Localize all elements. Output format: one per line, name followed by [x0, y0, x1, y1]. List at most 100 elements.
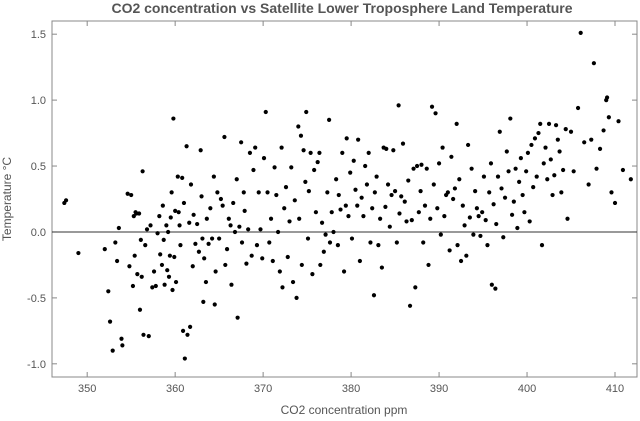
data-point — [501, 235, 506, 240]
data-point — [253, 145, 258, 150]
data-point — [113, 240, 118, 245]
data-point — [335, 243, 341, 248]
data-point — [274, 192, 279, 198]
data-point — [270, 258, 275, 264]
data-point — [114, 258, 120, 264]
data-point — [151, 269, 157, 274]
data-point — [135, 272, 140, 277]
data-point — [303, 179, 308, 184]
data-point — [374, 174, 379, 179]
data-point — [279, 145, 284, 150]
data-point — [140, 169, 145, 174]
data-point — [246, 227, 251, 232]
data-point — [231, 200, 236, 206]
data-point — [418, 188, 423, 194]
data-point — [396, 103, 401, 108]
data-point — [277, 269, 282, 274]
data-point — [244, 261, 249, 266]
data-point — [462, 223, 467, 228]
data-point — [589, 137, 594, 142]
data-point — [251, 167, 256, 173]
data-point — [364, 182, 370, 187]
data-point — [310, 272, 315, 277]
data-point — [416, 210, 421, 215]
data-point — [409, 217, 414, 223]
data-point — [289, 165, 294, 170]
data-point — [298, 133, 304, 138]
data-point — [469, 166, 474, 171]
y-axis: -1.0 -0.5 0.0 0.5 1.0 1.5 — [27, 29, 637, 371]
y-tick-label: 0.0 — [31, 227, 46, 239]
data-point — [363, 163, 368, 169]
data-point — [399, 194, 404, 199]
data-point — [499, 186, 504, 191]
data-point — [356, 137, 361, 142]
data-point — [239, 240, 245, 245]
data-point — [202, 256, 207, 261]
data-point — [440, 145, 445, 150]
data-point — [127, 264, 132, 269]
data-point — [224, 247, 230, 252]
data-point — [370, 206, 375, 211]
data-point — [543, 145, 548, 150]
data-point — [616, 119, 621, 124]
data-point — [557, 149, 562, 154]
data-point — [164, 223, 169, 228]
data-point — [171, 116, 176, 121]
data-point — [407, 303, 413, 308]
data-point — [548, 157, 553, 162]
data-point — [336, 192, 341, 198]
data-point — [234, 177, 239, 182]
data-point — [143, 243, 148, 248]
data-point — [213, 269, 218, 274]
data-point — [204, 216, 209, 221]
data-point — [203, 279, 209, 285]
data-point — [485, 243, 490, 248]
data-point — [357, 258, 362, 264]
data-point — [162, 282, 167, 287]
data-point — [338, 207, 343, 212]
x-tick-label: 400 — [518, 383, 536, 395]
data-point — [125, 191, 130, 196]
data-point — [228, 223, 233, 228]
data-point — [511, 199, 516, 204]
data-point — [185, 332, 190, 337]
data-point — [242, 208, 247, 213]
data-point — [343, 203, 348, 208]
data-point — [527, 219, 532, 224]
data-point — [476, 214, 481, 219]
data-point — [400, 141, 406, 146]
data-point — [210, 236, 215, 241]
data-point — [394, 240, 399, 245]
data-point — [237, 224, 242, 229]
data-point — [218, 196, 224, 202]
y-axis-label: Temperature °C — [0, 157, 14, 241]
data-point — [223, 262, 228, 268]
data-point — [445, 190, 450, 195]
data-point — [447, 248, 452, 253]
data-point — [419, 162, 424, 167]
data-point — [287, 219, 292, 224]
data-point — [155, 231, 160, 236]
data-point — [319, 220, 325, 225]
data-point — [421, 240, 426, 245]
data-point — [166, 274, 172, 279]
data-point — [433, 111, 438, 116]
data-point — [292, 198, 297, 203]
data-point — [306, 188, 311, 194]
data-point — [327, 117, 332, 122]
data-point — [532, 136, 538, 141]
data-point — [232, 229, 238, 235]
data-point — [385, 182, 391, 187]
data-point — [206, 241, 211, 246]
data-point — [539, 243, 545, 248]
data-point — [139, 274, 144, 279]
data-point — [534, 174, 539, 179]
data-point — [161, 237, 166, 242]
data-point — [493, 286, 498, 291]
data-point — [275, 229, 281, 235]
data-point — [181, 200, 187, 206]
data-point — [285, 254, 290, 260]
data-point — [258, 227, 263, 232]
